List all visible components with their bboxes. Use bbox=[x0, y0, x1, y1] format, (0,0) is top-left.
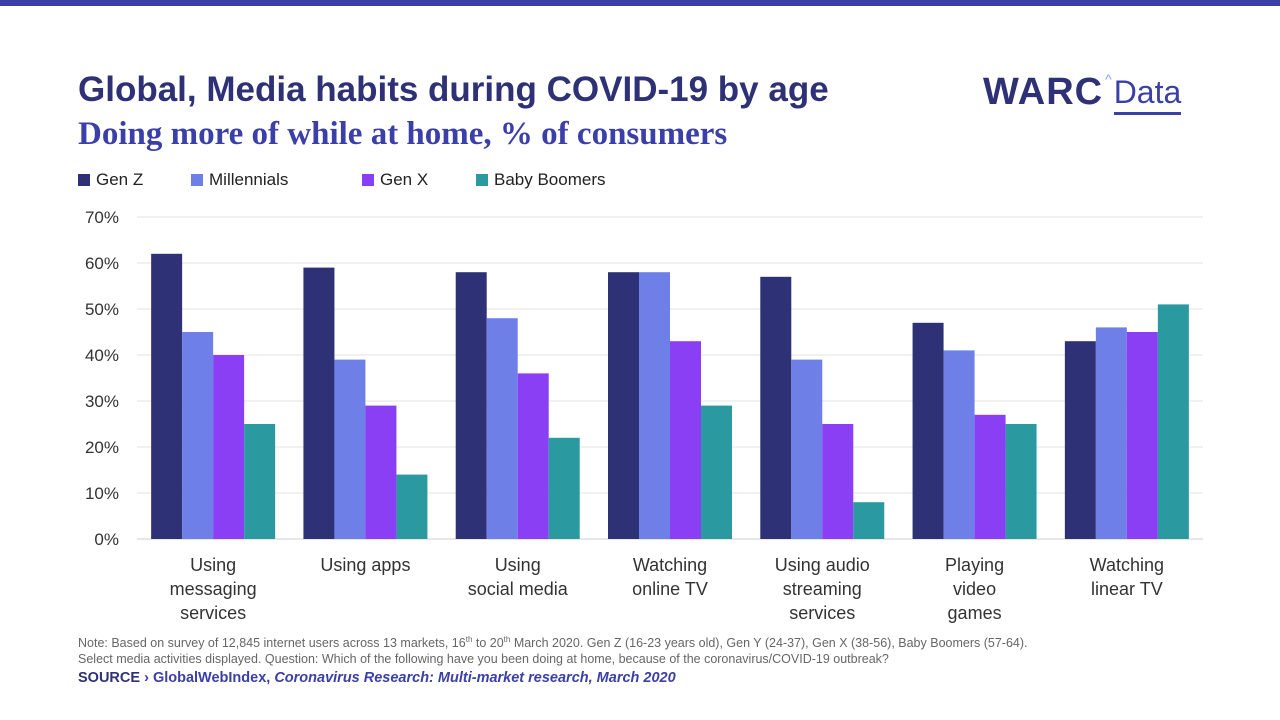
y-tick-label: 60% bbox=[85, 254, 119, 273]
top-accent-bar bbox=[0, 0, 1280, 6]
legend-item: Baby Boomers bbox=[476, 170, 636, 190]
bar bbox=[303, 267, 335, 539]
bar bbox=[608, 272, 639, 539]
bar bbox=[760, 276, 792, 539]
x-tick-label: Watching bbox=[1090, 555, 1164, 575]
x-tick-label: Watching bbox=[633, 555, 707, 575]
bar bbox=[974, 414, 1006, 539]
note-text-2: Select media activities displayed. Quest… bbox=[78, 652, 889, 667]
x-tick-label: games bbox=[948, 603, 1002, 623]
legend-swatch bbox=[362, 174, 374, 186]
bar bbox=[912, 322, 944, 539]
bar bbox=[943, 350, 975, 539]
x-tick-label: video bbox=[953, 579, 996, 599]
bar bbox=[639, 272, 670, 539]
bar bbox=[1157, 304, 1189, 539]
note-text-1b: to 20 bbox=[472, 636, 504, 651]
bar bbox=[486, 318, 518, 539]
footnote: Note: Based on survey of 12,845 internet… bbox=[78, 632, 1208, 667]
bar bbox=[182, 332, 214, 539]
source-org: GlobalWebIndex, bbox=[152, 670, 275, 686]
legend-swatch bbox=[191, 174, 203, 186]
x-tick-label: Using apps bbox=[320, 555, 410, 575]
note-text-1c: March 2020. Gen Z (16-23 years old), Gen… bbox=[510, 636, 1028, 651]
x-tick-label: services bbox=[180, 603, 246, 623]
legend-item: Millennials bbox=[191, 170, 362, 190]
bar bbox=[1005, 424, 1037, 539]
bar-chart: 0% 10% 20% 30% 40% 50% 60% 70% Using messaging ser… bbox=[85, 208, 1203, 623]
note-sup-1: th bbox=[465, 635, 473, 644]
chart-subtitle: Doing more of while at home, % of consum… bbox=[78, 116, 728, 152]
logo-brand: WARC bbox=[983, 71, 1104, 113]
note-sup-2: th bbox=[503, 635, 511, 644]
bar bbox=[548, 437, 580, 539]
bar bbox=[853, 502, 885, 539]
bar bbox=[1064, 341, 1096, 539]
source-line: SOURCE › GlobalWebIndex, Coronavirus Res… bbox=[78, 670, 676, 686]
y-tick-label: 70% bbox=[85, 208, 119, 227]
chart-legend: Gen Z Millennials Gen X Baby Boomers bbox=[78, 170, 636, 190]
x-tick-label: Using bbox=[190, 555, 236, 575]
bar bbox=[455, 272, 487, 539]
y-tick-label: 30% bbox=[85, 392, 119, 411]
legend-swatch bbox=[78, 174, 90, 186]
legend-label: Baby Boomers bbox=[494, 170, 606, 189]
legend-label: Gen X bbox=[380, 170, 429, 189]
bar bbox=[517, 373, 549, 539]
y-tick-label: 20% bbox=[85, 438, 119, 457]
x-tick-label: streaming bbox=[783, 579, 862, 599]
source-label: SOURCE bbox=[78, 670, 141, 686]
source-separator: › bbox=[140, 670, 153, 686]
bar bbox=[334, 359, 366, 539]
bar bbox=[822, 424, 854, 539]
y-tick-label: 40% bbox=[85, 346, 119, 365]
bar bbox=[244, 424, 276, 539]
legend-label: Gen Z bbox=[96, 170, 144, 189]
x-tick-label: Using bbox=[495, 555, 541, 575]
bar bbox=[151, 253, 183, 540]
x-tick-label: linear TV bbox=[1091, 579, 1163, 599]
bar bbox=[1095, 327, 1127, 539]
warc-data-logo: WARC ^ Data bbox=[983, 71, 1182, 118]
legend-item: Gen Z bbox=[78, 170, 191, 190]
chart-title: Global, Media habits during COVID-19 by … bbox=[78, 70, 829, 109]
bar bbox=[670, 341, 701, 539]
legend-swatch bbox=[476, 174, 488, 186]
x-tick-label: messaging bbox=[170, 579, 257, 599]
y-tick-label: 10% bbox=[85, 484, 119, 503]
bar bbox=[1126, 332, 1158, 539]
logo-caret-icon: ^ bbox=[1105, 71, 1112, 87]
note-text-1a: Note: Based on survey of 12,845 internet… bbox=[78, 636, 466, 651]
legend-item: Gen X bbox=[362, 170, 476, 190]
bar bbox=[791, 359, 823, 539]
x-tick-label: social media bbox=[468, 579, 569, 599]
source-title: Coronavirus Research: Multi-market resea… bbox=[274, 670, 676, 686]
y-tick-label: 0% bbox=[94, 530, 119, 549]
logo-product: Data bbox=[1113, 72, 1182, 115]
bar bbox=[396, 474, 428, 539]
bar bbox=[365, 405, 397, 539]
x-tick-label: Using audio bbox=[775, 555, 870, 575]
bar bbox=[213, 355, 245, 539]
x-tick-label: online TV bbox=[632, 579, 708, 599]
y-tick-label: 50% bbox=[85, 300, 119, 319]
x-tick-label: services bbox=[789, 603, 855, 623]
bar bbox=[701, 405, 732, 539]
legend-label: Millennials bbox=[209, 170, 289, 189]
x-tick-label: Playing bbox=[945, 555, 1004, 575]
